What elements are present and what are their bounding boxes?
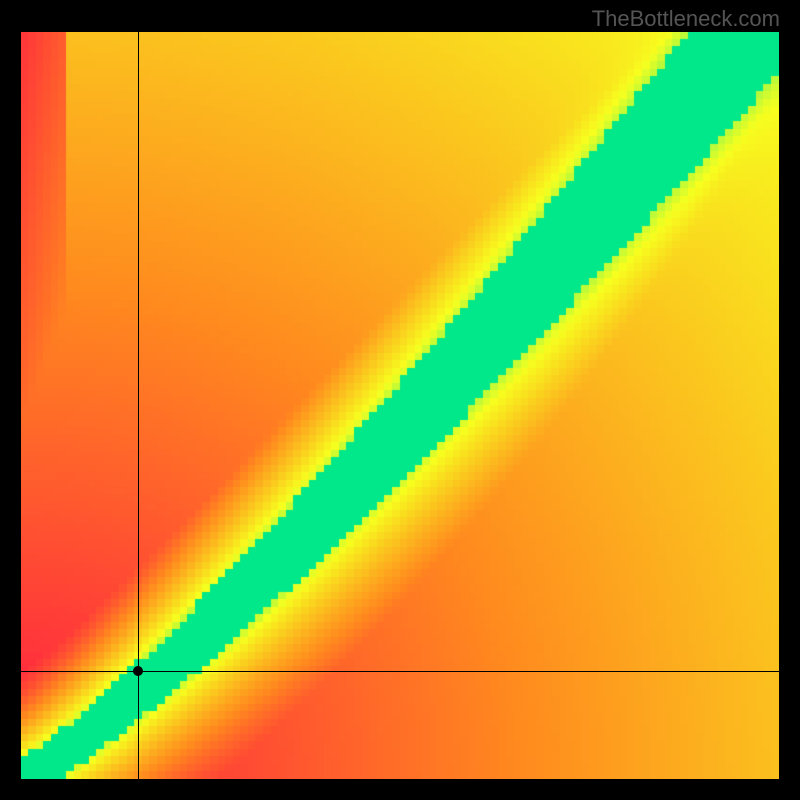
watermark-text: TheBottleneck.com bbox=[592, 6, 780, 32]
chart-container: TheBottleneck.com bbox=[0, 0, 800, 800]
selected-point-marker bbox=[133, 666, 143, 676]
